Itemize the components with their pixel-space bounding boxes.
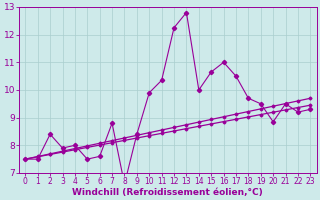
X-axis label: Windchill (Refroidissement éolien,°C): Windchill (Refroidissement éolien,°C) — [72, 188, 263, 197]
